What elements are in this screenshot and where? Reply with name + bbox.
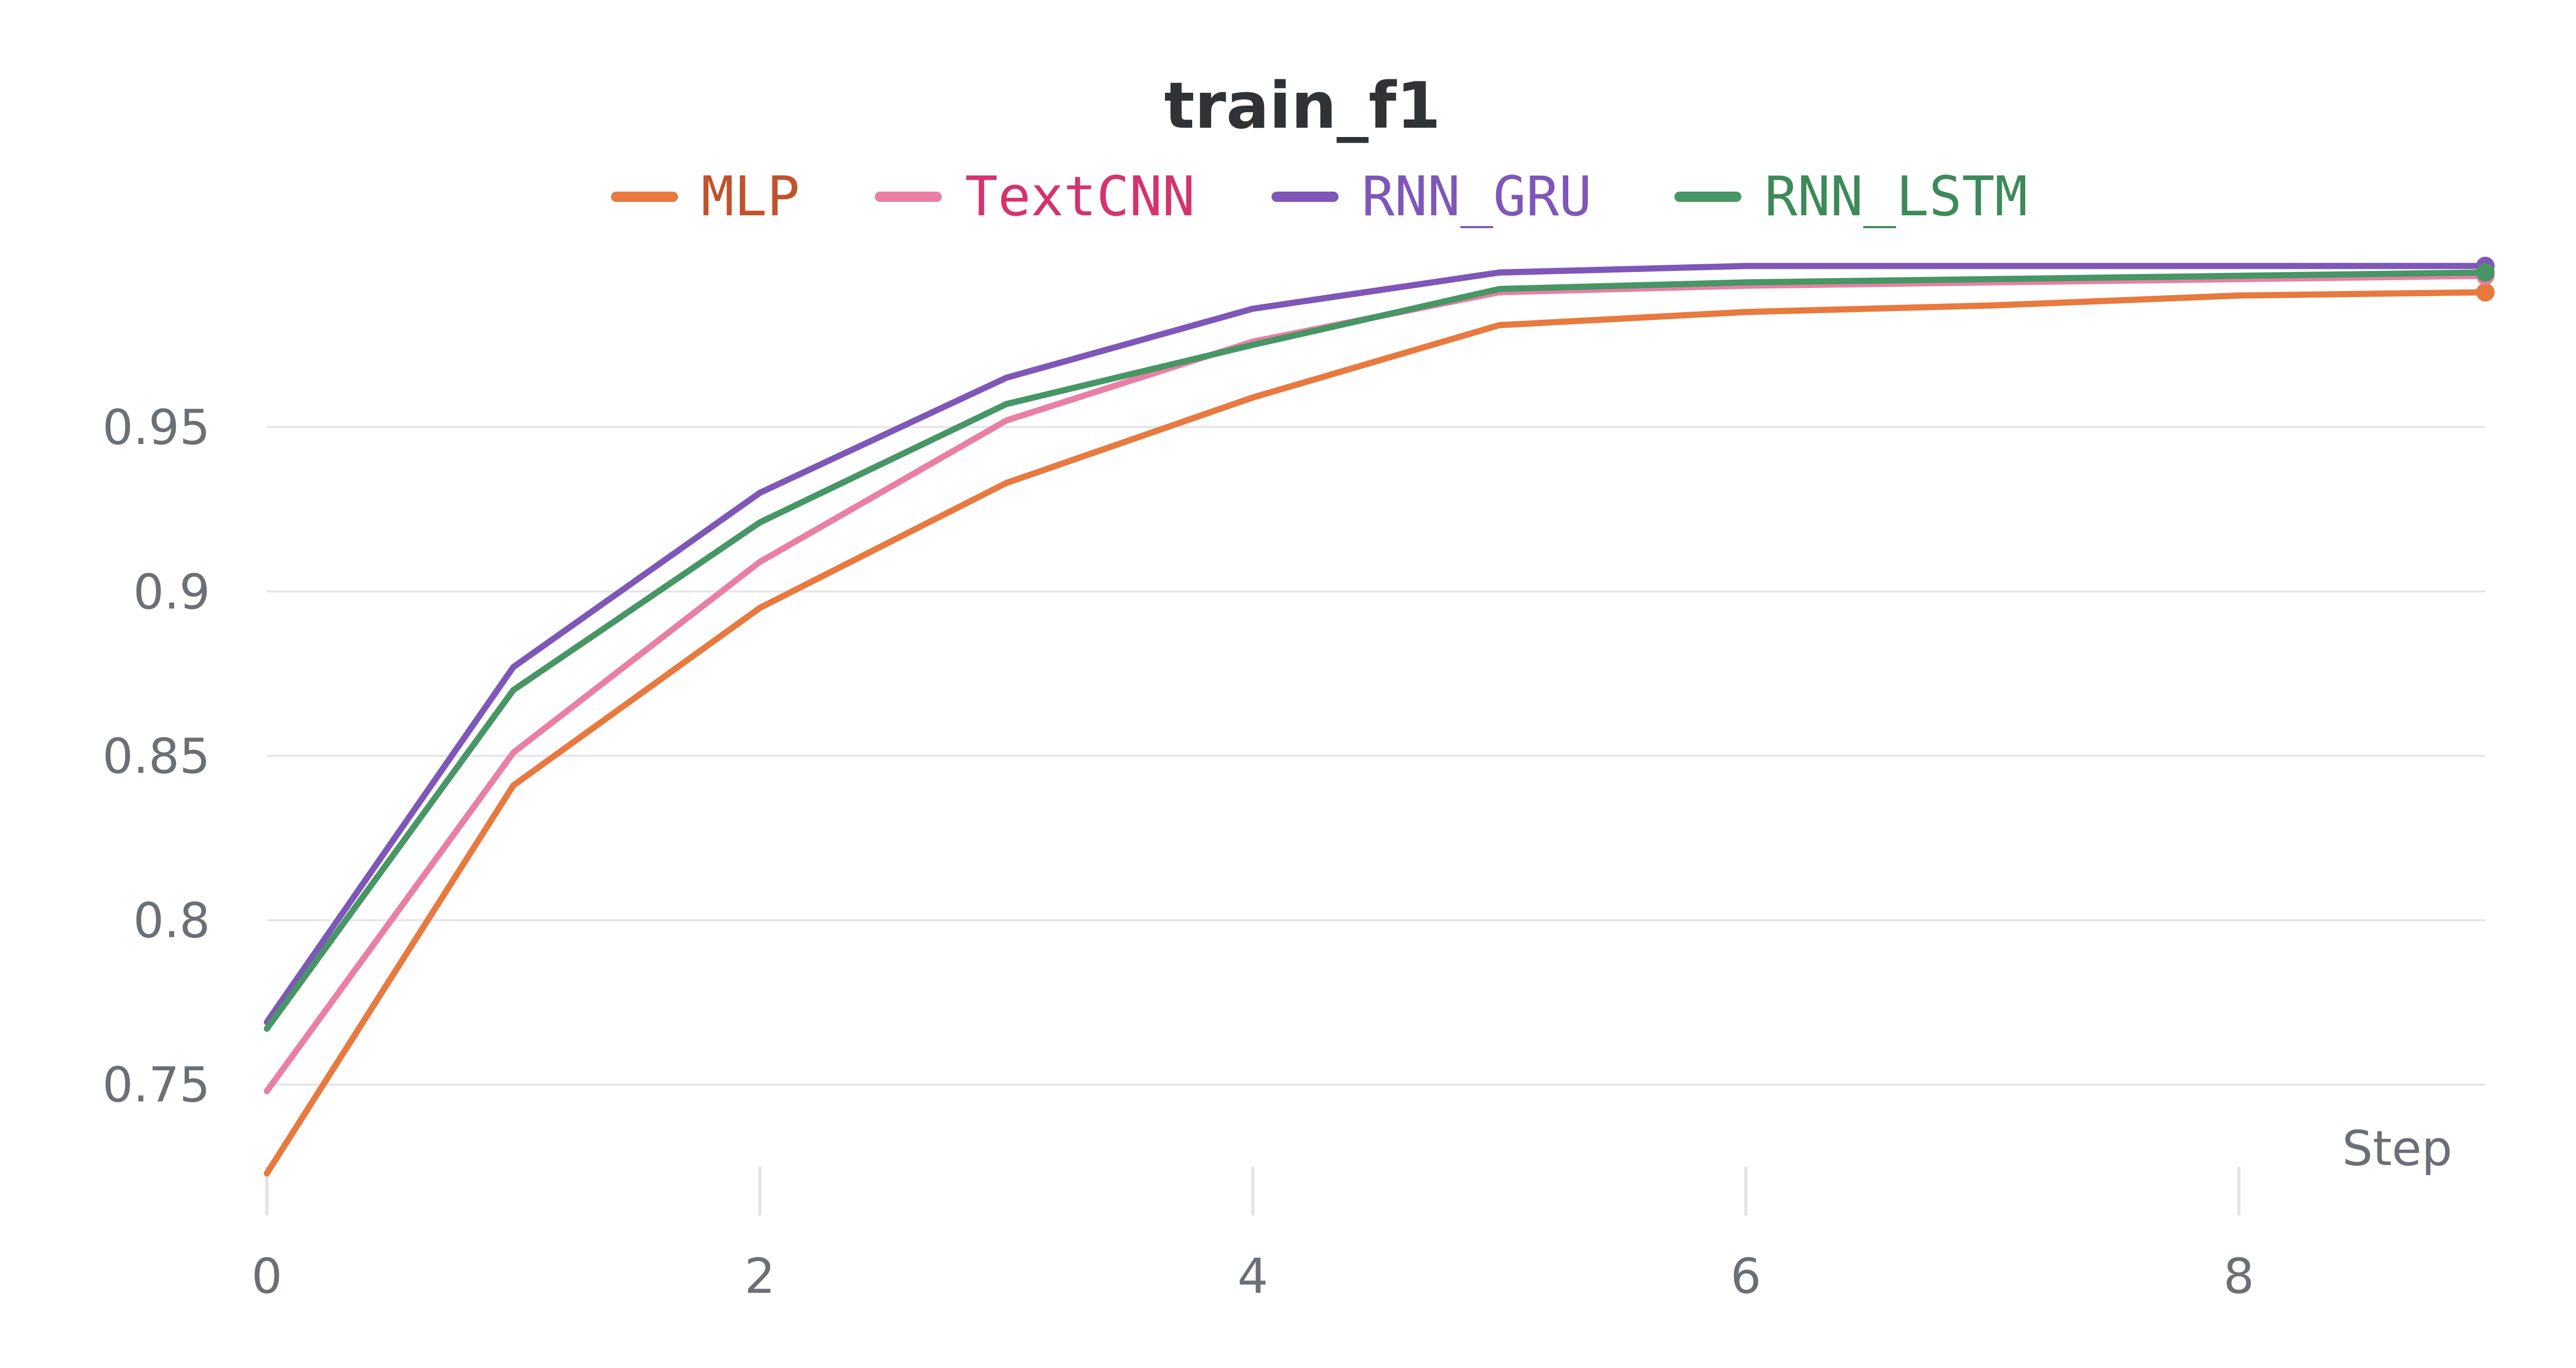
chart-title: train_f1 bbox=[1164, 69, 1440, 143]
x-tick-label: 0 bbox=[251, 1249, 282, 1305]
y-tick-label: 0.85 bbox=[103, 728, 210, 784]
x-tick-marks bbox=[265, 1167, 2241, 1216]
legend[interactable]: MLP TextCNN RNN_GRU RNN_LSTM bbox=[611, 165, 2028, 228]
y-axis-tick-labels: 0.75 0.8 0.85 0.9 0.95 bbox=[103, 400, 210, 1114]
x-tick-label: 4 bbox=[1238, 1249, 1268, 1305]
series-endpoints bbox=[2476, 256, 2495, 302]
x-axis-label: Step bbox=[2342, 1121, 2452, 1177]
series-line-textcnn bbox=[264, 272, 2488, 1095]
legend-item-textcnn[interactable]: TextCNN bbox=[875, 165, 1195, 228]
y-tick-label: 0.9 bbox=[133, 564, 211, 620]
x-tick-label: 8 bbox=[2224, 1249, 2255, 1305]
x-tick-label: 2 bbox=[744, 1249, 775, 1305]
series-lines bbox=[264, 263, 2488, 1177]
y-tick-label: 0.75 bbox=[103, 1057, 210, 1114]
legend-label: TextCNN bbox=[965, 165, 1195, 228]
x-axis-tick-labels: 0 2 4 6 8 bbox=[251, 1249, 2254, 1305]
legend-label: RNN_LSTM bbox=[1765, 165, 2028, 228]
grid-lines bbox=[267, 426, 2485, 1086]
x-tick-label: 6 bbox=[1731, 1249, 1761, 1305]
legend-item-mlp[interactable]: MLP bbox=[611, 165, 800, 228]
legend-label: RNN_GRU bbox=[1362, 165, 1592, 228]
legend-item-rnn_lstm[interactable]: RNN_LSTM bbox=[1674, 165, 2028, 228]
series-endpoint-mlp bbox=[2476, 283, 2495, 302]
series-line-rnn_gru bbox=[264, 263, 2488, 1025]
series-endpoint-rnn_lstm bbox=[2476, 263, 2495, 282]
series-line-mlp bbox=[264, 289, 2488, 1177]
legend-label: MLP bbox=[701, 165, 800, 228]
legend-item-rnn_gru[interactable]: RNN_GRU bbox=[1272, 165, 1592, 228]
y-tick-label: 0.8 bbox=[133, 893, 211, 949]
series-line-rnn_lstm bbox=[264, 269, 2488, 1032]
y-tick-label: 0.95 bbox=[103, 400, 210, 456]
